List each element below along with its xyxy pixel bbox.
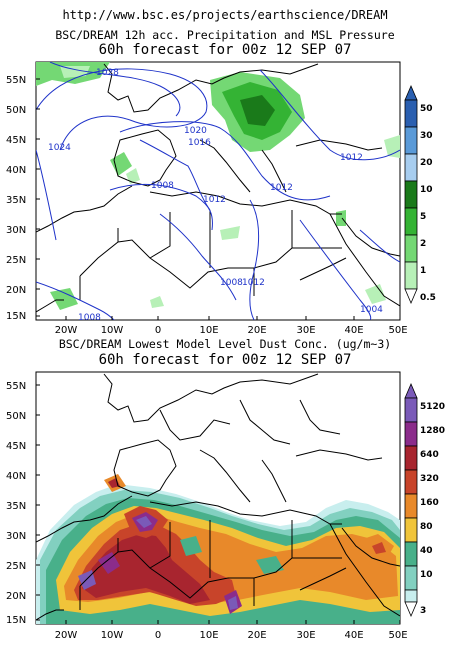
lon-label: 40E [344,630,363,641]
lat-label: 15N [6,311,26,322]
colorbar-label: 320 [420,474,439,484]
isobar-label: 1004 [360,305,383,315]
colorbar-label: 3 [420,606,426,616]
isobar-label: 1012 [270,183,293,193]
colorbar-label: 10 [420,570,433,580]
top-panel-title: BSC/DREAM 12h acc. Precipitation and MSL… [55,28,395,42]
top-axis-ticks [36,78,401,320]
lon-label: 10E [199,630,218,641]
lon-label: 20E [247,630,266,641]
bottom-panel-subtitle: 60h forecast for 00z 12 SEP 07 [98,352,352,368]
lat-label: 20N [6,285,26,296]
lat-label: 45N [6,135,26,146]
bottom-borders [79,399,347,610]
bottom-map-frame [35,371,401,625]
colorbar-label: 50 [420,104,433,114]
colorbar-label: 1280 [420,426,445,436]
source-url: http://www.bsc.es/projects/earthscience/… [62,8,388,22]
colorbar-label: 10 [420,185,433,195]
top-borders [79,210,347,300]
isobar-label: 1012 [242,278,265,288]
lat-label: 50N [6,411,26,422]
lat-label: 35N [6,501,26,512]
precipitation-layer [36,62,400,310]
isobar-label: 1020 [184,126,207,136]
lat-label: 50N [6,105,26,116]
isobar-label: 1008 [78,313,101,323]
top-isobars [36,62,400,320]
lat-label: 25N [6,561,26,572]
isobar-label: 1008 [220,278,243,288]
lat-label: 55N [6,75,26,86]
lat-label: 20N [6,591,26,602]
isobar-label: 1012 [340,153,363,163]
lat-label: 55N [6,381,26,392]
isobar-label: 1016 [188,138,211,148]
lon-label: 50E [388,325,407,336]
bottom-lon-labels: 20W 10W 0 10E 20E 30E 40E 50E [55,630,408,641]
bottom-coastlines [36,373,400,621]
colorbar-label: 30 [420,131,433,141]
lat-label: 15N [6,615,26,626]
lat-label: 40N [6,165,26,176]
lon-label: 0 [155,630,161,641]
isobar-label: 1012 [203,195,226,205]
lon-label: 40E [344,325,363,336]
lon-label: 20W [55,630,78,641]
lon-label: 30E [296,630,315,641]
isobar-label: 1008 [151,181,174,191]
lon-label: 50E [388,630,407,641]
top-lat-labels: 55N 50N 45N 40N 35N 30N 25N 20N 15N [6,75,26,322]
lat-label: 45N [6,441,26,452]
lat-label: 25N [6,255,26,266]
lon-label: 30E [296,325,315,336]
lat-label: 30N [6,531,26,542]
colorbar-label: 160 [420,498,439,508]
colorbar-label: 40 [420,546,433,556]
colorbar-label: 5120 [420,402,445,412]
lat-label: 30N [6,225,26,236]
colorbar-label: 80 [420,522,433,532]
isobar-label: 1028 [96,68,119,78]
colorbar-label: 20 [420,158,433,168]
top-map-frame [35,61,401,321]
top-colorbar: 50 30 20 10 5 2 1 0.5 [404,84,436,305]
bottom-colorbar: 5120 1280 640 320 160 80 40 10 3 [404,382,445,618]
lon-label: 20W [55,325,78,336]
bottom-axis-ticks [36,384,401,624]
colorbar-label: 640 [420,450,439,460]
lon-label: 10W [101,630,124,641]
lat-label: 35N [6,195,26,206]
lon-label: 10E [199,325,218,336]
bottom-panel-title: BSC/DREAM Lowest Model Level Dust Conc. … [58,337,392,351]
lon-label: 10W [101,325,124,336]
top-lon-labels: 20W 10W 0 10E 20E 30E 40E 50E [55,325,408,336]
top-coastlines [36,63,400,313]
colorbar-label: 5 [420,212,426,222]
top-panel-subtitle: 60h forecast for 00z 12 SEP 07 [98,42,352,58]
colorbar-label: 0.5 [420,293,436,303]
bottom-lat-labels: 55N 50N 45N 40N 35N 30N 25N 20N 15N [6,381,26,626]
lon-label: 0 [155,325,161,336]
isobar-label: 1024 [48,143,71,153]
lat-label: 40N [6,471,26,482]
colorbar-label: 1 [420,266,426,276]
dust-layer [36,474,400,624]
lon-label: 20E [247,325,266,336]
colorbar-label: 2 [420,239,426,249]
